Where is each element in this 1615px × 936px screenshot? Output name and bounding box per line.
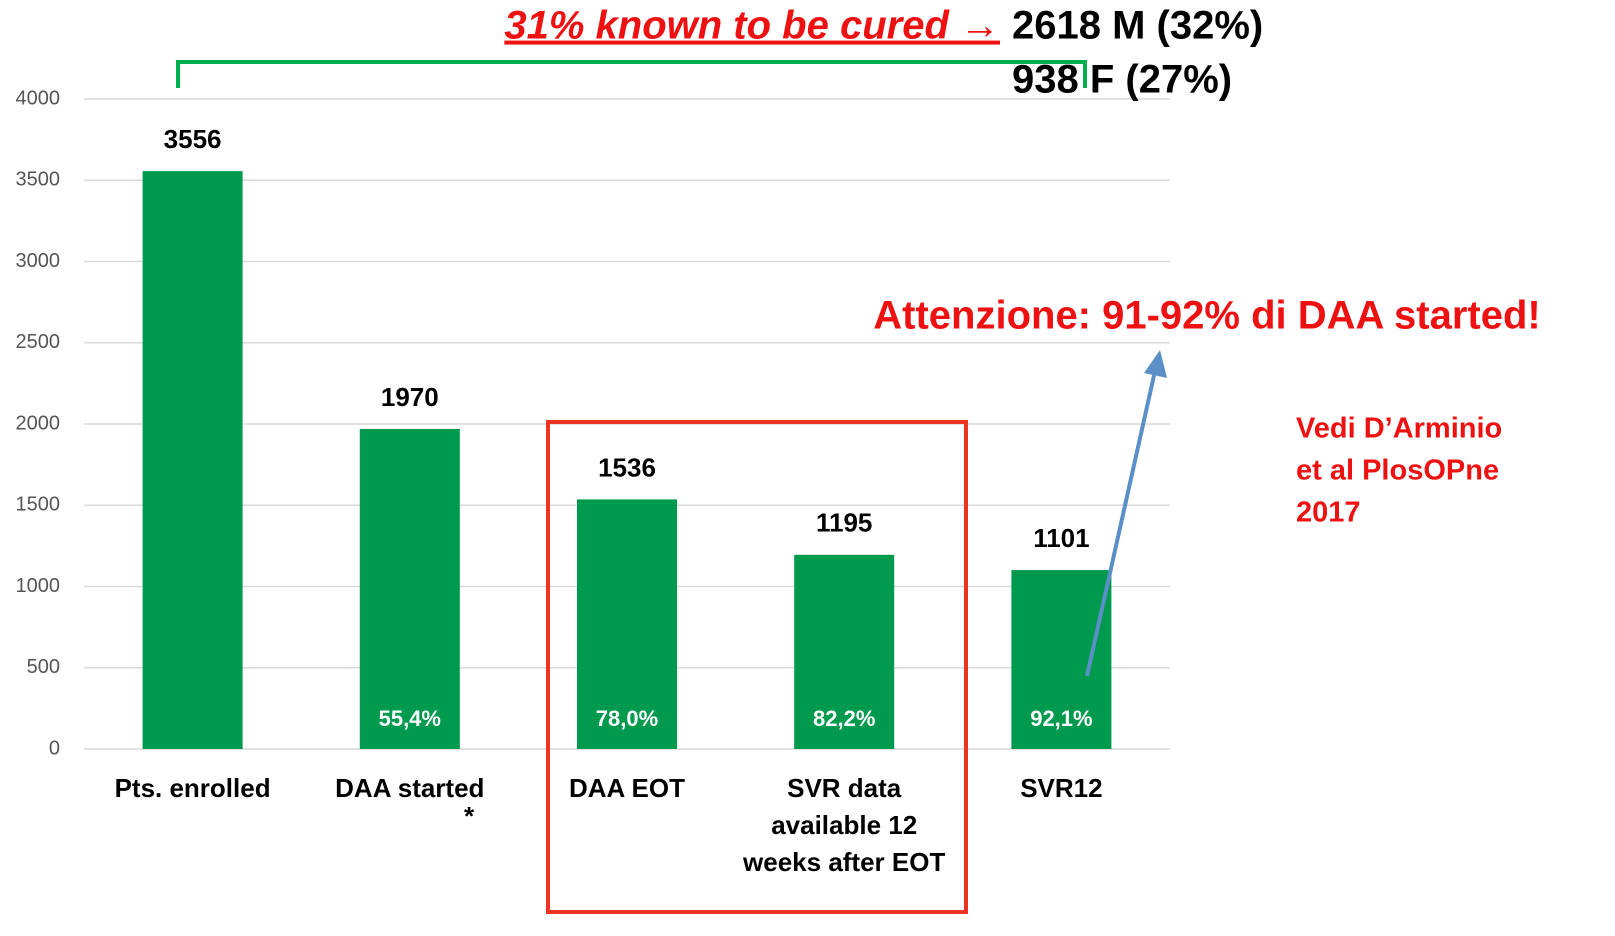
y-tick-label: 2500 xyxy=(16,331,61,353)
arrow-head xyxy=(1144,350,1167,378)
percentage-label: 92,1% xyxy=(1030,706,1092,731)
x-tick-label: SVR data available 12 weeks after EOT xyxy=(743,773,946,877)
reference-line: et al PlosOPne xyxy=(1296,455,1499,487)
x-tick-label: Pts. enrolled xyxy=(114,773,271,803)
male-note: 2618 M (32%) xyxy=(1012,4,1263,48)
cured-note: 31% known to be cured → xyxy=(504,4,1000,48)
bar xyxy=(794,554,895,749)
y-tick-label: 1500 xyxy=(16,494,61,516)
percentage-label: 55,4% xyxy=(379,706,441,731)
percentage-label: 82,2% xyxy=(813,706,875,731)
y-tick-label: 4000 xyxy=(16,87,61,109)
x-tick-label: SVR12 xyxy=(1020,773,1103,803)
value-label: 1101 xyxy=(1033,523,1089,553)
reference-line: Vedi D’Arminio xyxy=(1296,413,1502,445)
y-tick-label: 500 xyxy=(27,656,60,678)
bar xyxy=(359,428,460,749)
value-label: 1195 xyxy=(816,508,872,538)
arrow-shaft xyxy=(1085,361,1159,677)
bar xyxy=(577,499,677,749)
female-note: 938 F (27%) xyxy=(1012,58,1232,102)
y-tick-label: 2000 xyxy=(16,412,61,434)
percentage-label: 78,0% xyxy=(596,706,658,731)
y-tick-label: 3000 xyxy=(16,250,61,272)
x-tick-label: DAA started xyxy=(335,773,485,803)
reference-line: 2017 xyxy=(1296,497,1361,529)
highlight-box xyxy=(546,420,968,914)
bar xyxy=(1011,570,1112,749)
value-label: 1536 xyxy=(598,452,656,482)
y-tick-label: 3500 xyxy=(16,169,61,191)
x-tick-label: DAA EOT xyxy=(568,773,686,803)
y-tick-label: 0 xyxy=(49,737,60,759)
y-tick-label: 1000 xyxy=(16,575,61,597)
value-label: 3556 xyxy=(164,124,222,154)
bar xyxy=(142,171,243,749)
attention-note: Attenzione: 91-92% di DAA started! xyxy=(873,294,1541,338)
value-label: 1970 xyxy=(381,382,439,412)
bracket xyxy=(176,60,1087,88)
asterisk: * xyxy=(464,801,475,831)
